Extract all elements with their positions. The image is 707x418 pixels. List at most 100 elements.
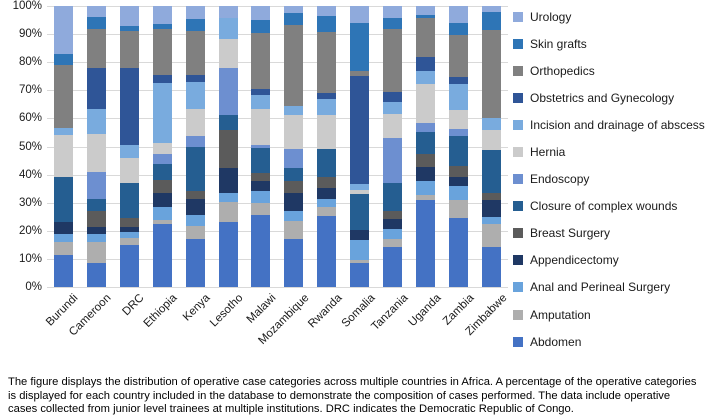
bar-segment [251,20,271,33]
bar-segment [449,35,469,78]
x-axis-label: Zimbabwe [463,292,510,339]
gridline [47,287,508,288]
legend-label: Hernia [530,145,566,160]
bar-segment [251,144,271,148]
bar-segment [251,172,271,182]
bar-segment [481,29,501,119]
legend-item: Appendicectomy [513,247,707,274]
bar-segment [218,192,238,203]
bar-segment [86,198,106,212]
bar-segment [449,199,469,219]
bar-segment [416,6,436,16]
bar-column [310,6,343,287]
bar-segment [218,68,238,115]
bar-segment [383,6,403,19]
bar-segment [449,77,469,84]
stacked-bar [416,6,436,287]
bar-segment [317,216,337,287]
bar-segment [86,233,106,243]
stacked-bar [251,6,271,287]
bar-segment [152,163,172,181]
gridline [47,230,508,232]
bar-segment [218,6,238,19]
bar-segment [53,6,73,54]
bar-segment [119,145,139,158]
stacked-bar [86,6,106,287]
bar-segment [284,105,304,115]
bar-segment [449,110,469,130]
gridline [47,202,508,204]
legend-item: Urology [513,3,707,30]
legend-swatch [513,65,523,76]
bar-segment [481,118,501,130]
bar-segment [284,114,304,150]
bar-segment [481,199,501,217]
bar-segment [185,82,205,110]
bar-segment [284,13,304,25]
bar-segment [416,56,436,71]
bar-segment [416,180,436,195]
legend-label: Appendicectomy [530,253,619,268]
bar-segment [383,138,403,184]
legend-label: Orthopedics [530,63,595,78]
bar-segment [86,263,106,287]
bar-segment [350,6,370,23]
bar-segment [251,88,271,95]
legend-item: Endoscopy [513,166,707,193]
bar-segment [218,18,238,40]
stacked-bar [119,6,139,287]
x-axis-label: Ethiopia [141,292,180,330]
bar-segment [481,11,501,30]
bar-segment [284,6,304,14]
bar-segment [284,211,304,222]
bar-segment [185,18,205,31]
bar-segment [449,176,469,187]
bar-segment [350,229,370,241]
bar-segment [449,166,469,177]
stacked-bar [350,6,370,287]
bar-segment [383,18,403,30]
bar-segment [119,31,139,68]
bar-segment [152,83,172,143]
bar-segment [251,32,271,89]
y-axis-label: 0% [25,281,42,293]
bar-segment [383,29,403,92]
bar-segment [416,15,436,18]
bar-segment [317,99,337,115]
bar-segment [383,211,403,220]
gridline [47,62,508,64]
bar-segment [119,157,139,184]
bar-column [475,6,508,287]
bar-segment [350,240,370,260]
stacked-bar [218,6,238,287]
bar-segment [251,214,271,287]
bar-segment [449,218,469,287]
gridline [47,118,508,120]
x-axis-label: Zambia [440,292,477,328]
bar-column [442,6,475,287]
x-axis-label: Lesotho [208,292,246,330]
bar-segment [251,6,271,21]
bar-segment [481,6,501,12]
bar-segment [152,180,172,193]
bar-segment [449,135,469,167]
bar-segment [251,109,271,145]
y-axis-label: 20% [18,224,42,237]
y-axis: 0% 10% 20% 30% 40% 50% 60% 70% 80% 90% 100% [0,0,42,293]
legend-item: Anal and Perineal Surgery [513,274,707,301]
legend-swatch [513,255,523,266]
bar-segment [350,76,370,184]
bar-segment [350,259,370,264]
bar-segment [53,177,73,223]
bar-segment [86,108,106,134]
y-axis-label: 50% [18,140,42,153]
stacked-bar [152,6,172,287]
y-axis-label: 40% [18,168,42,181]
bar-segment [185,30,205,76]
bar-segment [350,22,370,71]
figure-caption: The figure displays the distribution of … [8,376,697,416]
bar-segment [185,135,205,147]
bars-container [47,6,508,287]
bar-column [376,6,409,287]
